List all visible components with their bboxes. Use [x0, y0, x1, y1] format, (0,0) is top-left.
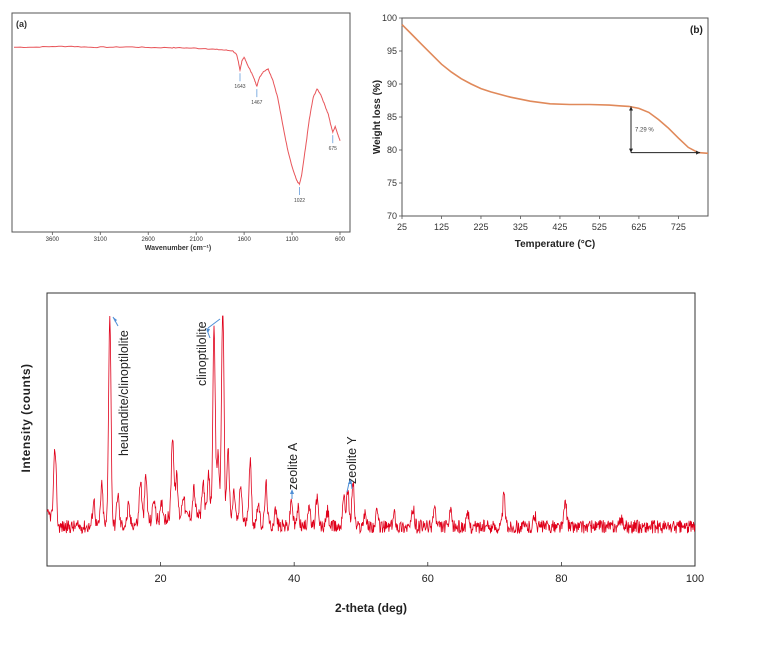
y-tick-label: 75 [387, 178, 397, 188]
x-tick-label: 3100 [94, 237, 108, 243]
annotation-clinoptilolite: clinoptilolite [195, 321, 209, 386]
annotation-label: 7.29 % [635, 128, 654, 134]
y-tick-label: 90 [387, 79, 397, 89]
panel-a-peak-labels: 1643 1467 1022 675 [234, 73, 337, 204]
x-tick-label: 80 [555, 573, 567, 585]
annotation-zeolite-y: zeolite Y [345, 436, 359, 484]
x-tick-label: 2100 [189, 237, 203, 243]
panel-b-x-ticks: 25 125 225 325 425 525 625 725 [397, 216, 686, 232]
x-tick-label: 100 [686, 573, 704, 585]
panel-c-x-ticks: 20 40 60 80 100 [154, 562, 704, 585]
x-tick-label: 2600 [142, 237, 156, 243]
x-tick-label: 600 [335, 237, 346, 243]
pointer-arrowhead-zeolite-a [290, 489, 294, 494]
x-tick-label: 425 [552, 222, 567, 232]
peak-label: 1643 [234, 84, 245, 90]
annotation-zeolite-a: zeolite A [286, 442, 300, 490]
x-tick-label: 225 [473, 222, 488, 232]
x-tick-label: 725 [671, 222, 686, 232]
x-tick-label: 625 [631, 222, 646, 232]
y-tick-label: 100 [382, 13, 397, 23]
y-tick-label: 80 [387, 145, 397, 155]
panel-c-frame [46, 292, 696, 567]
x-tick-label: 25 [397, 222, 407, 232]
panel-b-annotation: 7.29 % [629, 106, 701, 155]
panel-b-label: (b) [690, 25, 703, 36]
annotation-arrowhead-bottom [629, 148, 634, 153]
panel-c-annotations: heulandite/clinoptilolite clinoptilolite… [112, 316, 359, 499]
panel-c-xrd-line [46, 315, 696, 535]
annotation-arrowhead-right [696, 150, 701, 155]
y-tick-label: 70 [387, 211, 397, 221]
pointer-arrow-zeolite-y-1 [346, 482, 350, 493]
panel-b-tga: (b) 70 75 80 85 90 95 100 25 125 225 325 425 525 625… [372, 13, 709, 250]
peak-label: 1022 [294, 198, 305, 204]
panel-a-label: (a) [16, 19, 27, 29]
pointer-arrowhead-clino [206, 328, 210, 333]
x-tick-label: 525 [592, 222, 607, 232]
x-tick-label: 40 [288, 573, 300, 585]
peak-label: 675 [329, 146, 338, 152]
x-tick-label: 125 [434, 222, 449, 232]
peak-label: 1467 [251, 100, 262, 106]
annotation-heulandite: heulandite/clinoptilolite [117, 330, 131, 456]
x-tick-label: 60 [422, 573, 434, 585]
pointer-arrowhead-heulandite [113, 317, 117, 322]
panel-c-xrd: 20 40 60 80 100 2-theta (deg) Intensity (cou… [19, 292, 704, 615]
x-tick-label: 1600 [237, 237, 251, 243]
x-tick-label: 3600 [46, 237, 60, 243]
panel-a-ftir-line [14, 45, 341, 186]
pointer-arrowhead-zeolite-y [348, 479, 352, 484]
panel-a-x-ticks: 3600 3100 2600 2100 1600 1100 600 [46, 232, 346, 243]
annotation-arrowhead-top [629, 106, 634, 111]
panel-c-x-axis-label: 2-theta (deg) [335, 601, 407, 615]
x-tick-label: 1100 [286, 237, 300, 243]
panel-b-tga-line [401, 24, 709, 155]
y-tick-label: 95 [387, 46, 397, 56]
panel-a-ftir: (a) 3600 3100 2600 2100 1600 1100 600 1643 1467… [11, 12, 351, 252]
panel-b-x-axis-label: Temperature (°C) [515, 239, 596, 250]
y-tick-label: 85 [387, 112, 397, 122]
panel-c-y-axis-label: Intensity (counts) [19, 363, 33, 472]
panel-a-x-axis-label: Wavenumber (cm⁻¹) [145, 245, 211, 252]
pointer-arrow-clino-1 [207, 318, 221, 329]
panel-a-frame [11, 12, 351, 233]
panel-b-frame [401, 17, 709, 217]
panel-b-y-axis-label: Weight loss (%) [372, 80, 383, 154]
panel-b-y-ticks: 70 75 80 85 90 95 100 [382, 13, 402, 221]
x-tick-label: 20 [154, 573, 166, 585]
x-tick-label: 325 [513, 222, 528, 232]
